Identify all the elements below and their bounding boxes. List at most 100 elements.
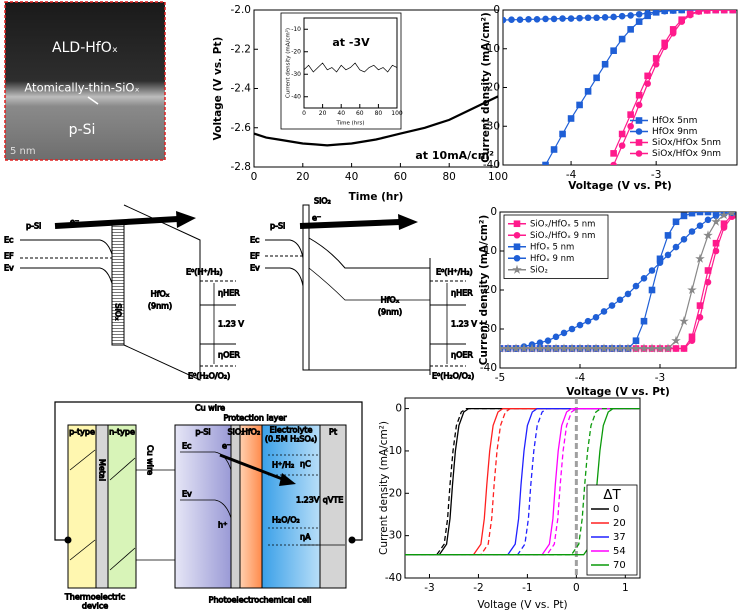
level-label: H₂O/O₂ <box>272 516 300 525</box>
device-diagram: Cu wire Protection layer p-type Metal n-… <box>55 402 362 611</box>
material-label: SiOₓ <box>114 303 123 321</box>
marker <box>628 112 634 118</box>
marker <box>611 162 617 168</box>
marker <box>670 30 676 36</box>
marker <box>602 61 608 67</box>
legend-label: SiOₓ/HfOₓ 9 nm <box>530 231 595 241</box>
marker <box>551 16 557 22</box>
marker <box>689 338 695 344</box>
marker <box>594 15 600 21</box>
marker <box>619 36 625 42</box>
carrier-label: h⁺ <box>218 521 227 530</box>
legend-swatch <box>636 118 642 124</box>
x-tick-label: 60 <box>394 171 407 183</box>
material-label: p-Si <box>26 222 41 231</box>
x-axis-label: Voltage (V vs. Pt) <box>477 599 567 611</box>
marker <box>687 12 693 18</box>
carrier-label: e⁻ <box>70 218 79 227</box>
marker <box>602 15 608 21</box>
material-label: SiO₂ <box>314 197 331 206</box>
level-label: 1.23 V <box>218 320 244 329</box>
x-tick-label: 40 <box>345 171 358 183</box>
marker <box>681 346 687 352</box>
y-tick-label: -2.8 <box>231 161 252 173</box>
marker <box>653 61 659 67</box>
marker <box>649 287 655 293</box>
marker <box>721 225 727 231</box>
device-label: Pt <box>329 428 337 437</box>
x-tick-label: -3 <box>424 582 434 594</box>
level-label: ηHER <box>218 289 240 298</box>
device-label: (0.5M H₂SO₄) <box>265 435 317 444</box>
marker <box>633 338 639 344</box>
level-label: qVTE <box>323 496 344 505</box>
x-axis-label: Voltage (V vs. Pt) <box>568 180 672 192</box>
marker <box>679 19 685 25</box>
legend-swatch <box>636 140 642 146</box>
legend-label: HfOₓ 5 nm <box>530 242 574 252</box>
material-label: HfOₓ <box>381 296 400 305</box>
marker <box>585 318 591 324</box>
device-label: Protection layer <box>223 414 287 423</box>
marker <box>673 219 679 225</box>
marker <box>560 131 566 137</box>
device-label: n-type <box>109 428 135 437</box>
x-tick-label: -4 <box>575 372 586 384</box>
carrier-label: e⁻ <box>312 214 321 223</box>
band-label: Ec <box>250 236 259 245</box>
marker <box>697 209 703 215</box>
band-label: Ev <box>4 264 14 273</box>
marker <box>636 19 642 25</box>
marker <box>577 15 583 21</box>
x-tick-label: 100 <box>391 110 403 117</box>
y-tick-label: 0 <box>395 403 402 415</box>
level-label: ηOER <box>451 351 473 360</box>
y-tick-label: -2.4 <box>231 83 252 95</box>
marker <box>517 17 523 23</box>
marker <box>619 131 625 137</box>
x-tick-label: 0 <box>302 110 306 117</box>
x-axis-label: Time (hr) <box>349 191 404 203</box>
y-tick-label: -2.2 <box>231 43 252 55</box>
figure: ALD-HfOₓ Atomically-thin-SiOₓ p-Si 5 nm … <box>0 0 738 615</box>
legend-swatch <box>514 255 520 261</box>
level-label: E⁰(H₂O/O₂) <box>188 372 230 381</box>
x-tick-label: 80 <box>443 171 456 183</box>
marker <box>689 210 695 216</box>
marker <box>681 213 687 219</box>
marker <box>705 217 711 223</box>
marker <box>601 309 607 315</box>
legend-label: 54 <box>613 546 626 557</box>
marker <box>689 229 695 235</box>
marker <box>633 283 639 289</box>
marker <box>568 16 574 22</box>
legend-label: SiOx/HfOx 5nm <box>652 138 721 148</box>
marker <box>628 27 634 33</box>
level-label: 1.23V <box>296 496 320 505</box>
material-label: (9nm) <box>378 308 402 317</box>
marker <box>545 338 551 344</box>
y-tick-label: -2.0 <box>231 4 252 16</box>
marker <box>665 252 671 258</box>
marker <box>697 223 703 229</box>
marker <box>594 75 600 81</box>
band-diagram: Ec EF Ev p-Si e⁻ SiOₓ HfOₓ (9nm) E⁰(H⁺/H… <box>4 205 244 381</box>
level-label: ηC <box>300 460 311 469</box>
x-tick-label: -1 <box>522 582 532 594</box>
marker <box>670 8 676 14</box>
legend-label: 70 <box>613 560 626 571</box>
level-label: H⁺/H₂ <box>272 461 294 470</box>
band-label: Ec <box>182 442 191 451</box>
marker <box>561 330 567 336</box>
device-label: Cu wire <box>146 445 155 475</box>
band-label: EF <box>250 252 260 261</box>
legend-swatch <box>514 232 520 238</box>
x-tick-label: 20 <box>296 171 309 183</box>
legend-label: 0 <box>613 504 619 515</box>
level-label: ηOER <box>218 351 240 360</box>
marker <box>500 17 506 23</box>
level-label: ηA <box>300 533 311 542</box>
legend-label: HfOx 9nm <box>652 127 697 137</box>
x-tick-label: 1 <box>622 582 629 594</box>
marker <box>569 326 575 332</box>
